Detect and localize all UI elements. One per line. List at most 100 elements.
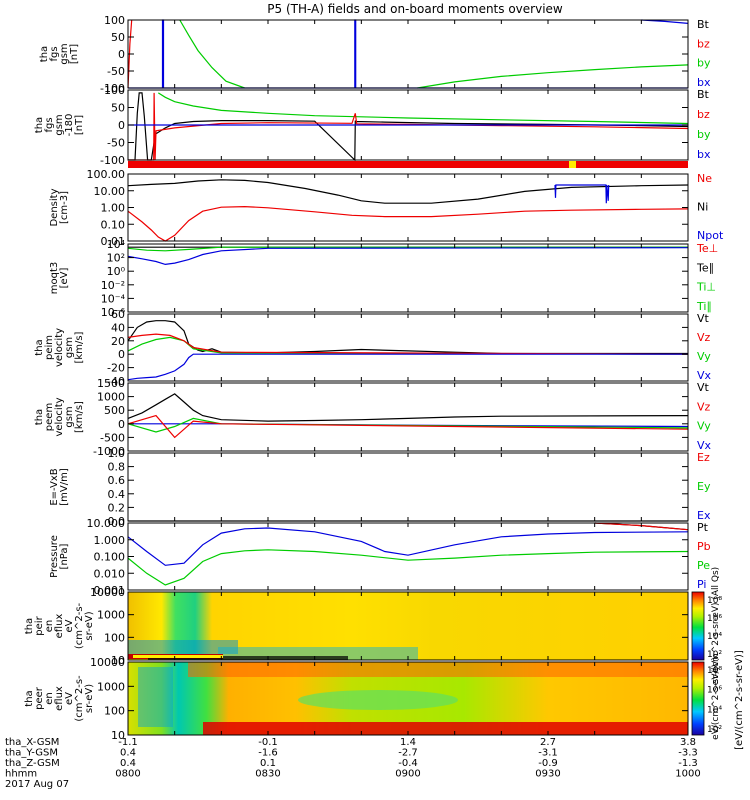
y-axis-label: tha	[39, 46, 50, 62]
heatmap-band	[203, 722, 688, 735]
y-tick-label: 0.6	[108, 474, 126, 487]
y-tick-label: 0	[118, 119, 125, 132]
y-tick-label: 10²	[107, 252, 125, 265]
y-axis-label: [nT]	[74, 115, 85, 135]
x-axis-value: -2.7	[398, 748, 418, 759]
y-tick-label: 100	[104, 84, 125, 97]
series-by	[417, 64, 689, 89]
x-axis-value: -0.4	[398, 758, 418, 769]
y-tick-label: 1.00	[101, 202, 126, 215]
y-tick-label: 10000	[90, 656, 125, 669]
y-tick-label: 0.001	[94, 584, 126, 597]
y-axis-label: velocity	[54, 397, 65, 436]
heatmap-band	[188, 662, 688, 677]
x-axis-value: -1.3	[678, 758, 698, 769]
legend-label: Ti⊥	[696, 281, 716, 294]
x-axis-value: 1.4	[400, 737, 416, 748]
legend-label: bz	[697, 37, 710, 50]
series-vx	[127, 353, 688, 381]
y-tick-label: 1.000	[94, 534, 126, 547]
legend-label: Ez	[697, 451, 710, 464]
y-tick-label: 10⁻⁴	[101, 292, 126, 305]
legend-label: Vt	[697, 312, 710, 325]
x-axis-value: 0.1	[260, 758, 276, 769]
x-axis-value: -3.1	[538, 748, 558, 759]
series-by	[157, 92, 689, 125]
y-tick-label: 0	[118, 418, 125, 431]
colorbar-tick-label: 10⁴	[707, 705, 722, 715]
y-tick-label: 10	[111, 729, 125, 742]
x-axis-date: 2017 Aug 07	[5, 779, 69, 790]
legend-label: bx	[697, 76, 711, 89]
y-axis-label: tha	[34, 117, 45, 133]
y-tick-label: 60	[111, 308, 125, 321]
panel-8: 10000 1000 100 10 tha peir en eflux eV (cm^2-s-sr…	[24, 586, 689, 667]
y-tick-label: 1.0	[108, 447, 126, 460]
legend-label: Vx	[697, 439, 712, 452]
y-tick-label: 0.0	[108, 515, 126, 528]
y-axis-label: moqt3	[49, 262, 60, 295]
legend-label: Pt	[697, 521, 709, 534]
series-vy	[127, 417, 689, 433]
y-axis-label: [km/s]	[74, 331, 85, 363]
y-axis-label: (cm^2-s-	[74, 675, 85, 722]
y-axis-label: tha	[34, 409, 45, 425]
x-axis-value: 0800	[115, 769, 140, 780]
y-axis-label: tha	[24, 618, 35, 634]
y-axis-label: gsm	[64, 337, 75, 358]
legend-label: Bt	[697, 18, 710, 31]
x-axis-value: -1.1	[118, 737, 138, 748]
series-ne	[127, 205, 689, 242]
y-tick-label: 50	[111, 102, 125, 115]
y-tick-label: 100.00	[87, 168, 126, 181]
y-tick-label: 1000	[97, 391, 125, 404]
y-tick-label: 1000	[97, 609, 125, 622]
y-tick-label: -100	[100, 154, 125, 167]
x-axis-value: 0.4	[120, 748, 136, 759]
y-axis-label: en	[44, 692, 55, 705]
y-tick-label: 20	[111, 335, 125, 348]
y-axis-label: peem	[44, 403, 55, 431]
series-vz	[127, 333, 689, 355]
y-tick-label: -50	[107, 65, 125, 78]
series-te⊥	[127, 247, 689, 266]
y-tick-label: 50	[111, 31, 125, 44]
legend-label: Te⊥	[696, 242, 718, 255]
y-tick-label: 0.4	[108, 488, 126, 501]
legend-label: by	[697, 128, 711, 141]
y-tick-label: 0	[118, 48, 125, 61]
series-bx	[641, 19, 689, 24]
heatmap-band	[128, 640, 238, 654]
y-tick-label: 100	[104, 631, 125, 644]
y-tick-label: 10	[111, 654, 125, 667]
y-axis-label: eflux	[54, 614, 65, 639]
series-vt	[127, 393, 689, 422]
y-tick-label: -1000	[93, 445, 125, 458]
y-axis-label: peer	[34, 686, 45, 710]
colorbar-gradient	[691, 661, 705, 736]
series-bx	[354, 19, 357, 88]
y-axis-label: E=-VxB	[49, 468, 60, 505]
y-tick-label: 0.100	[94, 551, 126, 564]
y-axis-label: gsm	[54, 114, 65, 135]
y-tick-label: 0.010	[94, 567, 126, 580]
panel-2: 100.00 10.00 1.00 0.10 0.01 Density [cm-3] Ne Ni…	[49, 168, 724, 248]
legend-label: Pe	[697, 559, 710, 572]
colorbar-label: eV/(cm^2-s-sr-eV)	[711, 657, 721, 740]
legend-label: Vy	[697, 350, 711, 363]
series-pe	[127, 549, 689, 586]
x-axis-value: -0.1	[258, 737, 278, 748]
y-tick-label: 0.8	[108, 461, 126, 474]
y-tick-label: 100	[104, 14, 125, 27]
x-axis-row-label: tha_Y-GSM	[5, 748, 58, 759]
y-tick-label: -20	[107, 362, 125, 375]
y-tick-label: -500	[100, 431, 125, 444]
colorbar-gradient	[691, 591, 705, 661]
status-bar-yellow	[569, 161, 576, 168]
panel-frame	[127, 452, 689, 522]
y-tick-label: 0.2	[108, 501, 126, 514]
y-axis-label: fgs	[49, 46, 60, 61]
